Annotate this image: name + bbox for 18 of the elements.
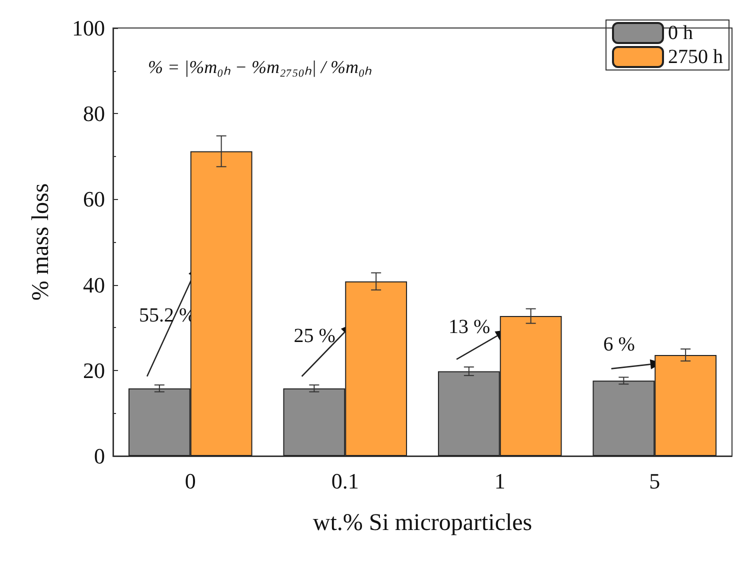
annotation: 6 %: [603, 334, 635, 356]
y-tick-label: 0: [94, 444, 105, 468]
x-tick-label: 0: [184, 468, 196, 494]
x-axis-title: wt.% Si microparticles: [312, 510, 532, 536]
x-tick-label: 1: [494, 468, 506, 494]
annotation: 25 %: [294, 324, 336, 347]
y-tick-label: 100: [72, 16, 105, 40]
y-tick-label: 40: [83, 272, 105, 298]
y-axis-title: % mass loss: [28, 183, 54, 301]
annotation: 13 %: [448, 316, 490, 338]
x-tick-label: 0.1: [331, 468, 359, 494]
x-tick-label: 5: [649, 468, 660, 494]
legend-label: 0 h: [668, 22, 693, 44]
y-tick-label: 20: [83, 358, 105, 383]
annotation: % = |%m₀ₕ − %m₂₇₅₀ₕ| / %m₀ₕ: [148, 57, 373, 77]
y-tick-label: 80: [83, 101, 105, 126]
y-tick-label: 60: [83, 186, 105, 212]
legend-label: 2750 h: [668, 46, 723, 68]
